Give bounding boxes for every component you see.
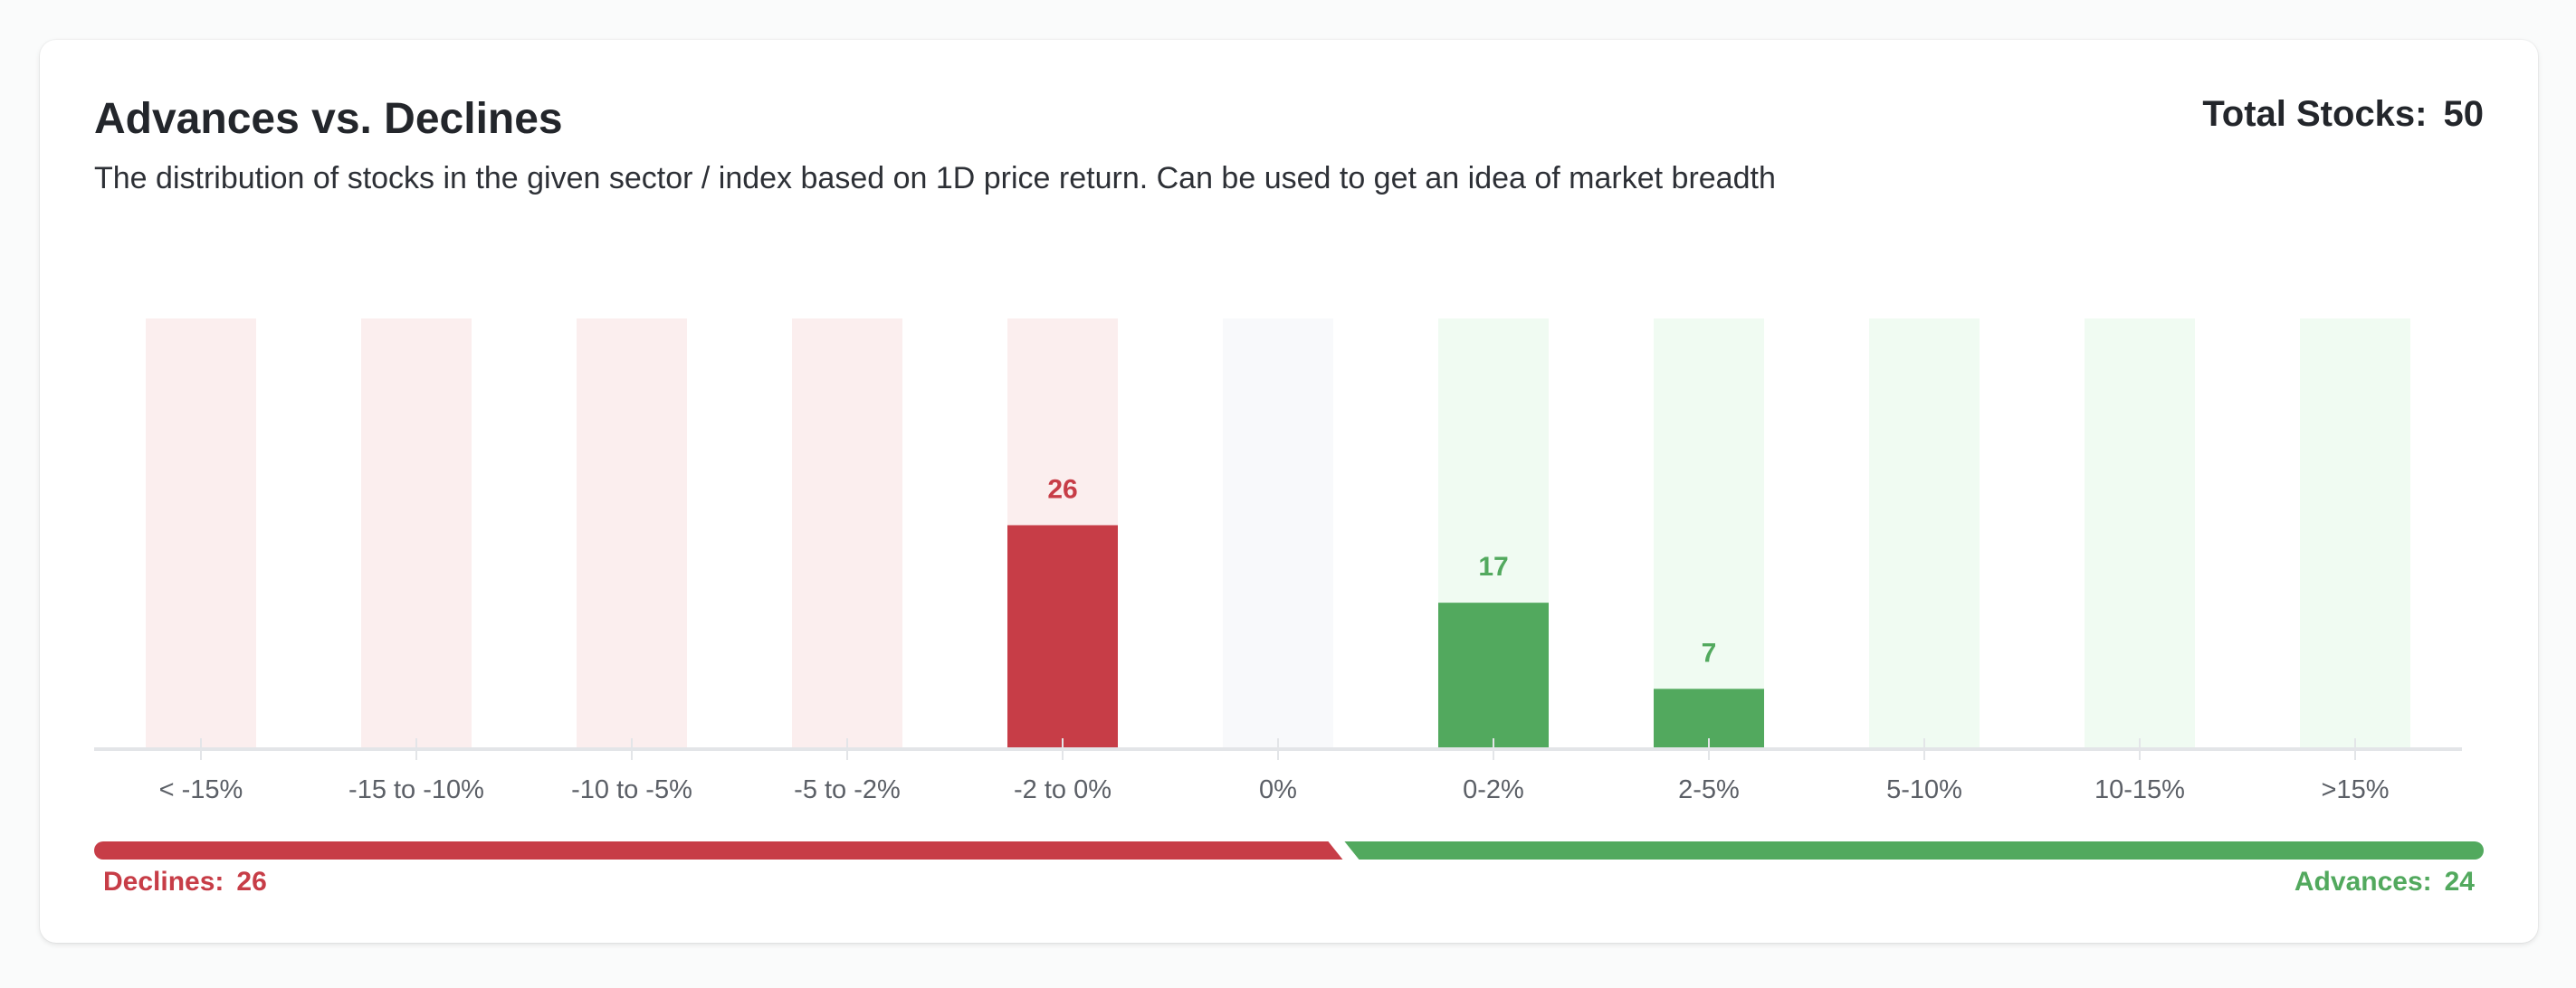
tick-label: >15% [2322,775,2390,804]
advances-value: 24 [2444,867,2475,897]
bar-background [361,318,472,749]
tick-label: -5 to -2% [794,775,901,804]
bar-value-label: 7 [1702,638,1717,668]
card-title: Advances vs. Declines [94,95,563,143]
bar-background [146,318,256,749]
card-subtitle: The distribution of stocks in the given … [94,161,1776,195]
bar[interactable] [1438,603,1549,749]
tick-label: 5-10% [1886,775,1962,804]
bar[interactable] [1007,525,1118,749]
tick-label: 10-15% [2094,775,2185,804]
bar-background [1654,318,1764,749]
bar-background [577,318,687,749]
bar-background [1869,318,1980,749]
total-stocks-label: Total Stocks: [2202,94,2428,134]
tick-label: 0-2% [1463,775,1524,804]
declines-label: Declines: [103,867,224,897]
tick-label: < -15% [159,775,243,804]
distribution-chart: < -15% -15 to -10% -10 to -5% -5 to -2% 26 -2… [94,318,2484,860]
bar-background [1223,318,1333,749]
advances-declines-card: Advances vs. Declines The distribution o… [40,40,2538,943]
declines-bar [94,841,1343,860]
tick-label: -10 to -5% [571,775,692,804]
total-stocks-value: 50 [2443,94,2485,134]
bar-background [2085,318,2195,749]
bar-value-label: 17 [1478,552,1508,582]
total-stocks: Total Stocks: 50 [2202,94,2484,135]
tick-label: 2-5% [1678,775,1740,804]
declines-legend: Declines: 26 [103,867,267,898]
tick-label: -2 to 0% [1014,775,1111,804]
advances-legend: Advances: 24 [2295,867,2475,898]
advances-bar [1344,841,2484,860]
advances-label: Advances: [2294,867,2432,897]
tick-label: -15 to -10% [348,775,484,804]
bar-value-label: 26 [1047,474,1077,504]
declines-value: 26 [236,867,267,897]
tick-label: 0% [1259,775,1297,804]
bar-background [2300,318,2410,749]
bar-background [792,318,902,749]
